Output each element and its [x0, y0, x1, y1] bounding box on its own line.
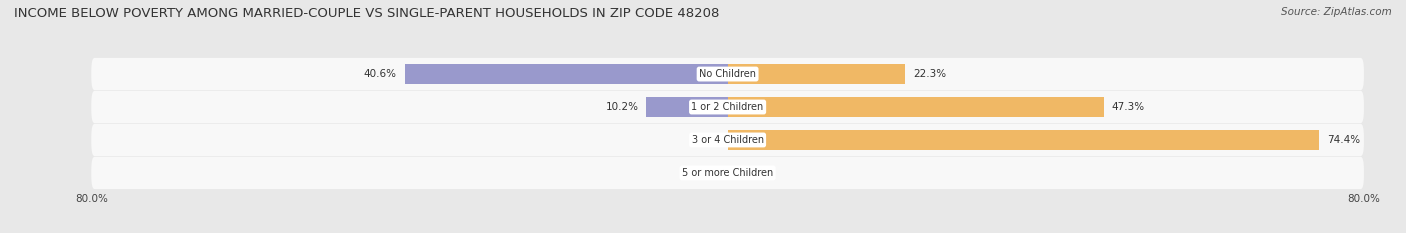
Text: 10.2%: 10.2% — [606, 102, 638, 112]
Text: Source: ZipAtlas.com: Source: ZipAtlas.com — [1281, 7, 1392, 17]
Text: 0.0%: 0.0% — [693, 168, 720, 178]
Text: 0.0%: 0.0% — [735, 168, 762, 178]
FancyBboxPatch shape — [91, 91, 1364, 123]
Bar — [647, 97, 728, 117]
Text: 47.3%: 47.3% — [1112, 102, 1144, 112]
Text: 1 or 2 Children: 1 or 2 Children — [692, 102, 763, 112]
Text: INCOME BELOW POVERTY AMONG MARRIED-COUPLE VS SINGLE-PARENT HOUSEHOLDS IN ZIP COD: INCOME BELOW POVERTY AMONG MARRIED-COUPL… — [14, 7, 720, 20]
Text: No Children: No Children — [699, 69, 756, 79]
Bar — [728, 64, 905, 84]
FancyBboxPatch shape — [91, 157, 1364, 189]
Bar — [405, 64, 728, 84]
Text: 5 or more Children: 5 or more Children — [682, 168, 773, 178]
Bar — [728, 130, 1319, 150]
Text: 0.0%: 0.0% — [693, 135, 720, 145]
Text: 74.4%: 74.4% — [1327, 135, 1361, 145]
Text: 3 or 4 Children: 3 or 4 Children — [692, 135, 763, 145]
Text: 40.6%: 40.6% — [364, 69, 396, 79]
Bar — [728, 97, 1104, 117]
FancyBboxPatch shape — [91, 124, 1364, 156]
FancyBboxPatch shape — [91, 58, 1364, 90]
Text: 22.3%: 22.3% — [912, 69, 946, 79]
